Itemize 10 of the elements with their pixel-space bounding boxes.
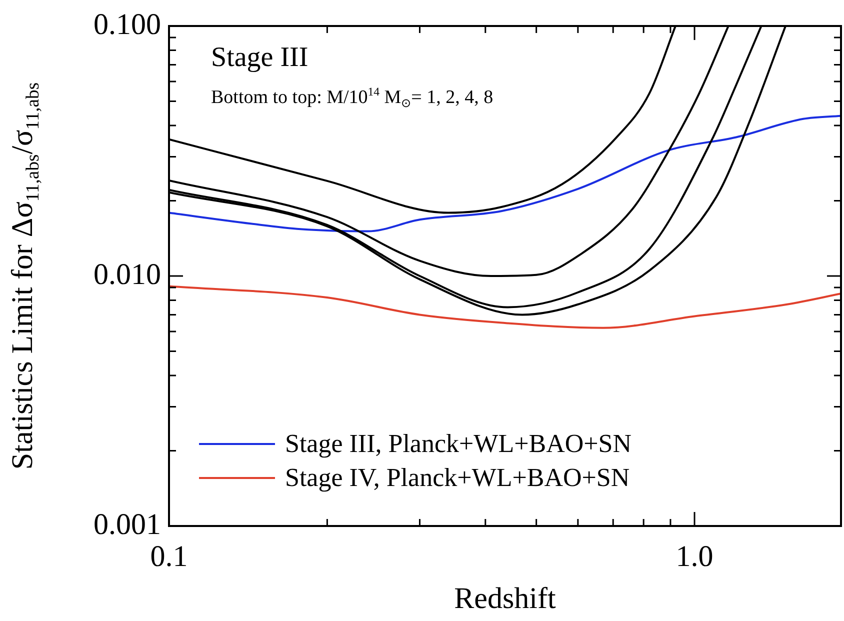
legend-label: Stage IV, Planck+WL+BAO+SN [285, 463, 630, 492]
x-tick-label: 1.0 [676, 540, 714, 573]
y-axis-title: Statistics Limit for Δσ11,abs/σ11,abs [6, 82, 44, 470]
annotation: Stage III [211, 42, 308, 73]
legend-label: Stage III, Planck+WL+BAO+SN [285, 429, 632, 458]
x-tick-label: 0.1 [150, 540, 188, 573]
y-tick-label: 0.001 [94, 508, 161, 541]
y-tick-label: 0.100 [94, 8, 161, 41]
y-tick-label: 0.010 [94, 258, 161, 291]
x-axis-title: Redshift [454, 582, 556, 615]
